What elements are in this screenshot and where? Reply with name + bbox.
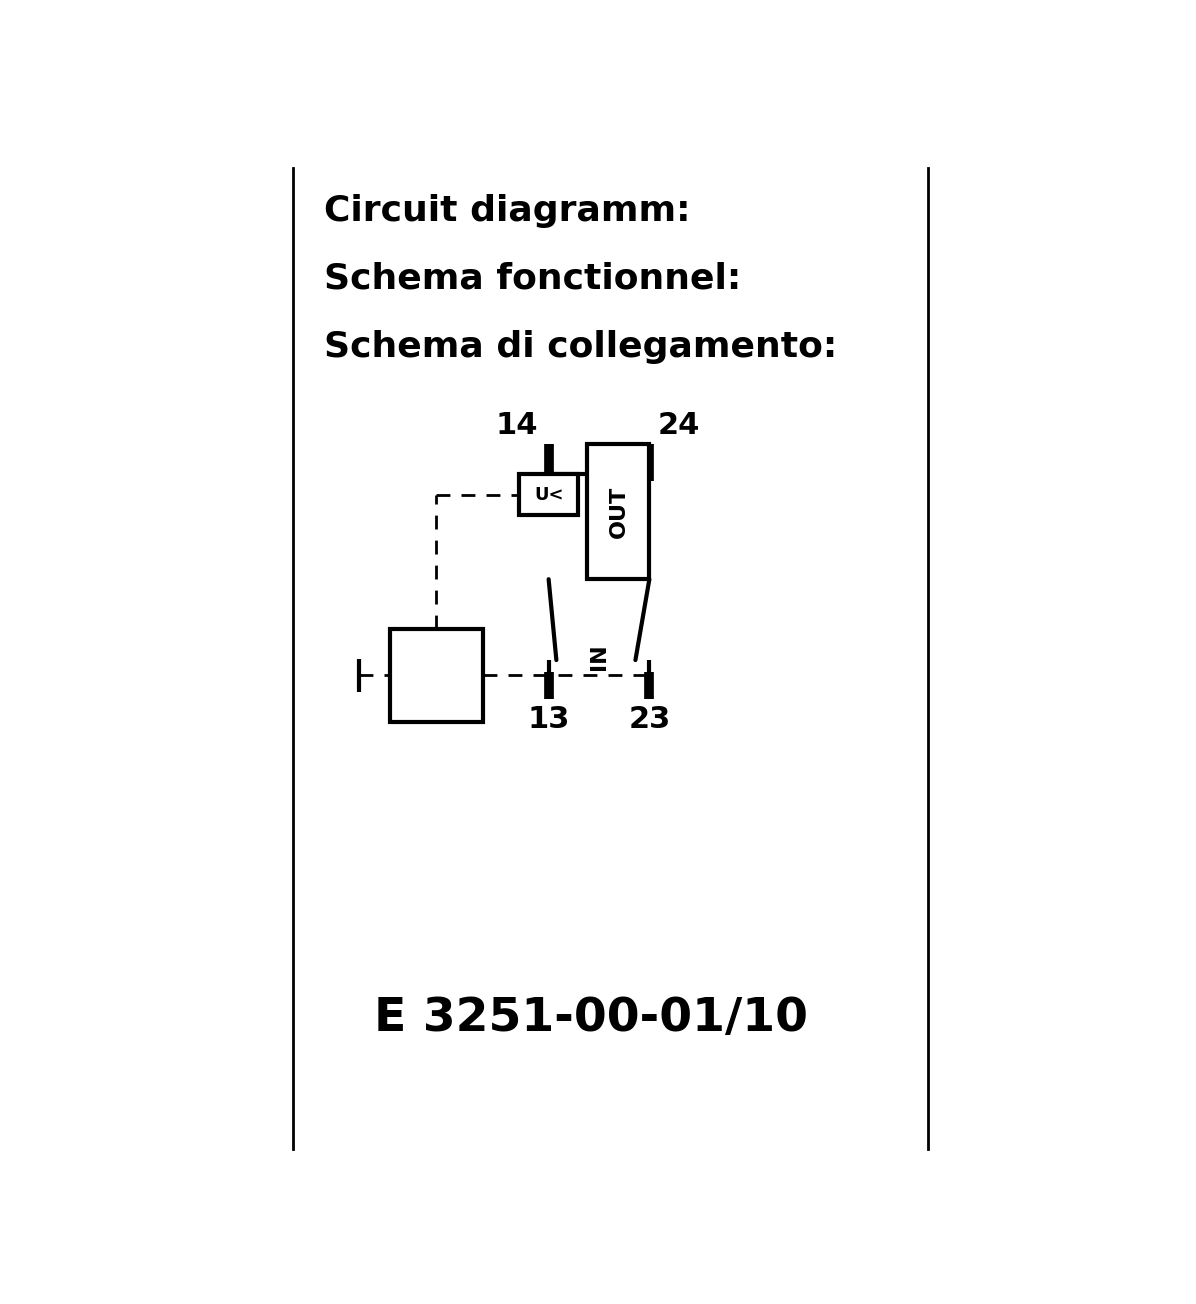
Text: U<: U< xyxy=(533,485,563,503)
Text: Schema fonctionnel:: Schema fonctionnel: xyxy=(324,262,742,296)
Bar xyxy=(587,445,649,579)
Text: Schema di collegamento:: Schema di collegamento: xyxy=(324,330,837,364)
Text: Circuit diagramm:: Circuit diagramm: xyxy=(324,194,690,228)
Bar xyxy=(519,473,578,515)
Text: 14: 14 xyxy=(495,411,538,439)
Text: 13: 13 xyxy=(527,704,569,734)
Text: 23: 23 xyxy=(628,704,671,734)
Text: IN: IN xyxy=(588,643,609,669)
Text: E 3251-00-01/10: E 3251-00-01/10 xyxy=(374,996,808,1041)
Bar xyxy=(390,630,483,721)
Text: OUT: OUT xyxy=(609,485,628,539)
Text: 24: 24 xyxy=(657,411,700,439)
